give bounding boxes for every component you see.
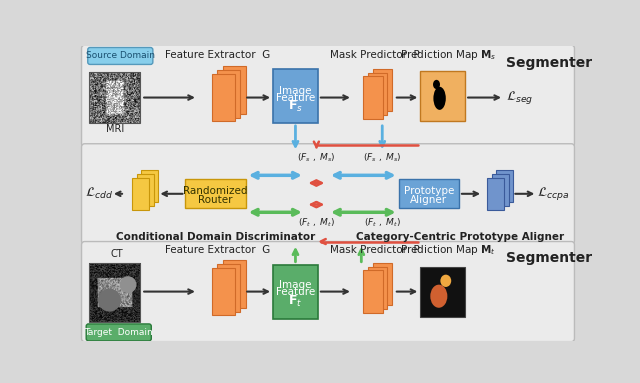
FancyBboxPatch shape (81, 242, 575, 342)
FancyBboxPatch shape (81, 144, 575, 244)
Text: Conditional Domain Discriminator: Conditional Domain Discriminator (116, 232, 316, 242)
FancyBboxPatch shape (372, 263, 392, 305)
Text: $\mathcal{L}_{seg}$: $\mathcal{L}_{seg}$ (506, 89, 533, 106)
FancyBboxPatch shape (368, 267, 387, 309)
Text: Image: Image (279, 86, 312, 96)
FancyBboxPatch shape (368, 72, 387, 115)
Ellipse shape (440, 275, 451, 287)
Text: Feature: Feature (276, 93, 315, 103)
Text: Feature Extractor  G: Feature Extractor G (165, 50, 271, 60)
FancyBboxPatch shape (364, 270, 383, 313)
Text: $(F_t\ ,\ M_t)$: $(F_t\ ,\ M_t)$ (298, 217, 335, 229)
FancyBboxPatch shape (212, 268, 235, 316)
Text: $\mathbf{F}_t$: $\mathbf{F}_t$ (288, 294, 303, 309)
FancyBboxPatch shape (420, 267, 465, 317)
Text: Segmenter: Segmenter (506, 251, 592, 265)
Text: $(F_s\ ,\ M_s)$: $(F_s\ ,\ M_s)$ (297, 151, 336, 164)
FancyBboxPatch shape (186, 179, 246, 208)
FancyBboxPatch shape (212, 74, 235, 121)
Ellipse shape (430, 285, 447, 308)
FancyBboxPatch shape (273, 265, 318, 319)
FancyBboxPatch shape (132, 178, 149, 210)
Text: $\mathcal{L}_{ccpa}$: $\mathcal{L}_{ccpa}$ (536, 185, 569, 202)
FancyBboxPatch shape (496, 170, 513, 202)
Circle shape (120, 277, 136, 292)
Text: Prediction Map $\mathbf{M}_s$: Prediction Map $\mathbf{M}_s$ (400, 48, 497, 62)
FancyBboxPatch shape (217, 70, 241, 118)
FancyBboxPatch shape (136, 174, 154, 206)
Text: Feature: Feature (276, 287, 315, 297)
Ellipse shape (433, 87, 446, 110)
FancyBboxPatch shape (141, 170, 158, 202)
Text: Feature Extractor  G: Feature Extractor G (165, 245, 271, 255)
FancyBboxPatch shape (86, 324, 151, 341)
FancyBboxPatch shape (399, 179, 459, 208)
FancyBboxPatch shape (217, 264, 241, 312)
Text: Router: Router (198, 195, 233, 205)
Text: Mask Predictor  P: Mask Predictor P (330, 245, 419, 255)
Text: MRI: MRI (106, 124, 124, 134)
Text: Segmenter: Segmenter (506, 56, 592, 70)
Text: Mask Predictor  P: Mask Predictor P (330, 50, 419, 60)
Text: CT: CT (111, 249, 124, 259)
Text: Source Domain: Source Domain (86, 51, 155, 61)
Text: Prototype: Prototype (404, 186, 454, 196)
FancyBboxPatch shape (223, 260, 246, 308)
Text: Target  Domain: Target Domain (84, 328, 153, 337)
FancyBboxPatch shape (223, 66, 246, 114)
FancyBboxPatch shape (487, 178, 504, 210)
Circle shape (99, 289, 120, 311)
Text: Category-Centric Prototype Aligner: Category-Centric Prototype Aligner (356, 232, 564, 242)
FancyBboxPatch shape (364, 76, 383, 119)
Text: Randomized: Randomized (184, 186, 248, 196)
FancyBboxPatch shape (88, 47, 153, 64)
Ellipse shape (433, 80, 440, 89)
Text: $\mathbf{F}_s$: $\mathbf{F}_s$ (288, 99, 303, 115)
Text: Aligner: Aligner (410, 195, 447, 205)
FancyBboxPatch shape (492, 174, 509, 206)
Text: $(F_s\ ,\ M_s)$: $(F_s\ ,\ M_s)$ (363, 151, 402, 164)
Text: Prediction Map $\mathbf{M}_t$: Prediction Map $\mathbf{M}_t$ (400, 243, 496, 257)
FancyBboxPatch shape (372, 69, 392, 111)
Text: $\mathcal{L}_{cdd}$: $\mathcal{L}_{cdd}$ (84, 186, 113, 201)
FancyBboxPatch shape (420, 71, 465, 121)
Text: $(F_t\ ,\ M_t)$: $(F_t\ ,\ M_t)$ (364, 217, 401, 229)
Text: Image: Image (279, 280, 312, 290)
FancyBboxPatch shape (273, 69, 318, 123)
FancyBboxPatch shape (81, 45, 575, 147)
